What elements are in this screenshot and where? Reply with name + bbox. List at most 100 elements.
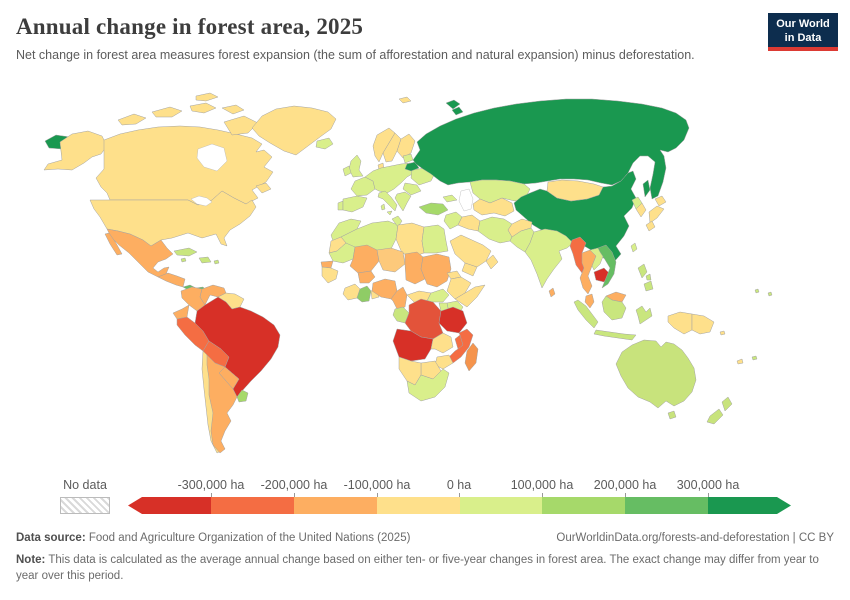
region-central-europe[interactable] bbox=[364, 162, 417, 194]
country-egypt[interactable] bbox=[421, 224, 449, 254]
country-oman[interactable] bbox=[485, 254, 499, 270]
region-levant[interactable] bbox=[443, 211, 463, 230]
country-canada[interactable] bbox=[95, 125, 274, 206]
country-hispaniola[interactable] bbox=[198, 256, 212, 264]
owid-url-link[interactable]: OurWorldinData.org/forests-and-deforesta… bbox=[556, 532, 834, 544]
country-india[interactable] bbox=[524, 228, 574, 289]
legend-segment-7[interactable] bbox=[625, 497, 708, 514]
country-indonesia-java[interactable] bbox=[593, 329, 637, 341]
country-mexico-baja[interactable] bbox=[104, 232, 123, 256]
region-micronesia-1[interactable] bbox=[754, 288, 760, 294]
country-puerto-rico[interactable] bbox=[213, 259, 220, 265]
country-sudan[interactable] bbox=[420, 253, 452, 288]
country-finland[interactable] bbox=[396, 133, 416, 159]
country-belarus[interactable] bbox=[404, 161, 420, 172]
country-portugal[interactable] bbox=[337, 200, 344, 211]
country-south-sudan[interactable] bbox=[426, 288, 450, 303]
country-ghana[interactable] bbox=[356, 285, 372, 303]
country-canada-island-1[interactable] bbox=[117, 113, 147, 126]
country-philippines-luzon[interactable] bbox=[637, 263, 648, 279]
country-somalia[interactable] bbox=[454, 284, 486, 308]
country-iran[interactable] bbox=[477, 216, 513, 244]
country-madagascar[interactable] bbox=[464, 342, 479, 372]
legend-segment-5[interactable] bbox=[460, 497, 543, 514]
country-papua-new-guinea[interactable] bbox=[691, 313, 715, 335]
country-malaysia[interactable] bbox=[584, 293, 595, 309]
country-fiji[interactable] bbox=[751, 355, 758, 361]
country-uruguay[interactable] bbox=[236, 389, 249, 403]
country-new-zealand-south[interactable] bbox=[706, 408, 724, 425]
country-indonesia-sumatra[interactable] bbox=[573, 299, 599, 329]
country-ireland[interactable] bbox=[342, 165, 352, 177]
country-argentina[interactable] bbox=[206, 354, 238, 454]
country-italy-sardinia[interactable] bbox=[380, 203, 386, 211]
country-russia-novaya-zemlya-2[interactable] bbox=[451, 106, 464, 116]
country-mongolia[interactable] bbox=[546, 179, 604, 202]
country-australia[interactable] bbox=[615, 339, 697, 409]
region-romania-bulgaria[interactable] bbox=[402, 182, 422, 196]
region-central-america[interactable] bbox=[157, 272, 186, 288]
country-yemen[interactable] bbox=[461, 262, 478, 277]
region-guinea[interactable] bbox=[321, 266, 339, 284]
legend-segment-6[interactable] bbox=[542, 497, 625, 514]
country-jamaica[interactable] bbox=[180, 257, 187, 263]
country-japan-honshu[interactable] bbox=[648, 205, 665, 224]
country-russia-novaya-zemlya-1[interactable] bbox=[445, 99, 461, 110]
country-united-states-alaska[interactable] bbox=[43, 130, 108, 171]
region-micronesia-2[interactable] bbox=[767, 291, 773, 297]
country-greenland[interactable] bbox=[251, 105, 337, 156]
country-italy[interactable] bbox=[377, 190, 398, 212]
legend-no-data-swatch[interactable] bbox=[60, 497, 110, 514]
region-central-asia[interactable] bbox=[472, 197, 515, 217]
legend-segment-4[interactable] bbox=[377, 497, 460, 514]
country-canada-island-2[interactable] bbox=[151, 106, 183, 118]
country-thailand[interactable] bbox=[579, 249, 597, 295]
country-spain[interactable] bbox=[342, 195, 368, 213]
country-canada-ellesmere[interactable] bbox=[195, 92, 219, 102]
country-philippines-mindanao[interactable] bbox=[643, 280, 654, 292]
country-solomon-islands[interactable] bbox=[719, 330, 726, 336]
country-canada-baffin[interactable] bbox=[223, 115, 259, 136]
country-new-zealand-north[interactable] bbox=[721, 396, 733, 412]
country-indonesia-west-papua[interactable] bbox=[667, 311, 693, 335]
country-japan-kyushu[interactable] bbox=[645, 220, 656, 232]
region-svalbard[interactable] bbox=[398, 96, 412, 104]
country-iceland[interactable] bbox=[315, 137, 334, 150]
country-ecuador[interactable] bbox=[172, 304, 190, 320]
country-angola[interactable] bbox=[392, 328, 434, 362]
country-taiwan[interactable] bbox=[630, 242, 638, 253]
country-united-kingdom[interactable] bbox=[348, 154, 364, 178]
country-australia-tasmania[interactable] bbox=[667, 410, 677, 420]
country-indonesia-kalimantan[interactable] bbox=[601, 295, 627, 321]
legend-segment-1[interactable] bbox=[128, 497, 211, 514]
country-canada-newfoundland[interactable] bbox=[255, 182, 272, 194]
country-vietnam[interactable] bbox=[597, 244, 617, 289]
country-turkey[interactable] bbox=[418, 202, 449, 216]
country-mexico[interactable] bbox=[106, 228, 174, 278]
country-south-africa[interactable] bbox=[406, 368, 450, 402]
country-canada-island-4[interactable] bbox=[221, 104, 245, 115]
country-tunisia[interactable] bbox=[391, 215, 403, 228]
country-new-caledonia[interactable] bbox=[736, 358, 744, 365]
country-greece[interactable] bbox=[394, 191, 412, 212]
country-cuba[interactable] bbox=[173, 247, 198, 257]
region-caucasus[interactable] bbox=[442, 194, 458, 203]
country-philippines-visayas[interactable] bbox=[645, 273, 652, 281]
country-russia-sakhalin[interactable] bbox=[642, 179, 651, 198]
country-tanzania[interactable] bbox=[438, 306, 468, 334]
country-italy-sicily[interactable] bbox=[386, 210, 393, 216]
country-zambia[interactable] bbox=[430, 332, 454, 354]
country-burkina-faso[interactable] bbox=[357, 270, 376, 284]
legend-segment-8[interactable] bbox=[708, 497, 791, 514]
country-canada-island-3[interactable] bbox=[189, 102, 217, 114]
owid-logo[interactable]: Our World in Data bbox=[768, 13, 838, 51]
country-sweden[interactable] bbox=[382, 132, 402, 163]
country-sri-lanka[interactable] bbox=[548, 287, 556, 298]
country-saudi-arabia[interactable] bbox=[449, 234, 492, 268]
country-indonesia-sulawesi[interactable] bbox=[635, 305, 653, 325]
legend-segment-2[interactable] bbox=[211, 497, 294, 514]
country-niger[interactable] bbox=[376, 247, 406, 273]
country-south-korea[interactable] bbox=[635, 202, 647, 218]
country-japan-hokkaido[interactable] bbox=[654, 195, 667, 207]
legend-segment-3[interactable] bbox=[294, 497, 377, 514]
